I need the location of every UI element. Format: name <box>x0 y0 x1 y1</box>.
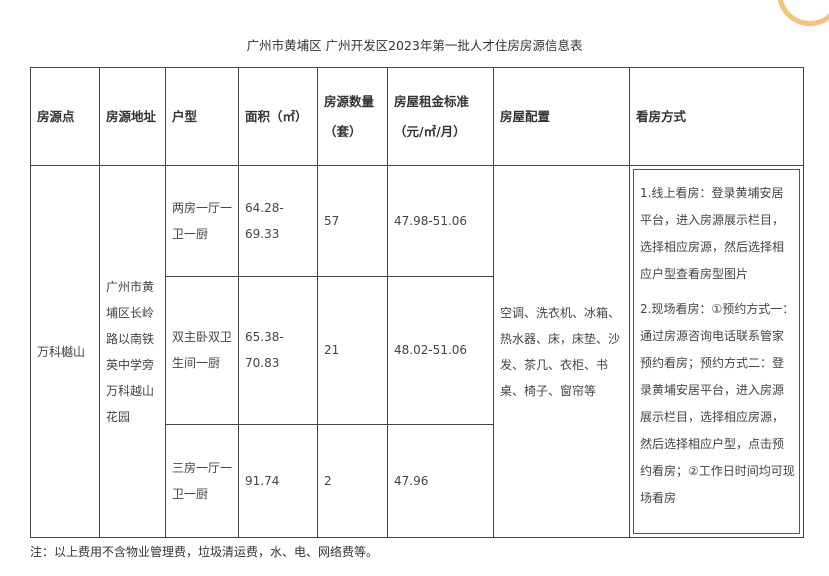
rent-cell: 47.98-51.06 <box>387 165 494 277</box>
header-count: 房源数量（套） <box>317 67 388 166</box>
table-row: 三房一厅一卫一厨 91.74 2 47.96 <box>31 424 804 538</box>
viewing-onsite: 2.现场看房：①预约方式一：通过房源咨询电话联系管家预约看房；预约方式二：登录黄… <box>640 302 795 505</box>
config-cell: 空调、洗衣机、冰箱、热水器、床，床垫、沙发、茶几、衣柜、书桌、椅子、窗帘等 <box>493 165 630 538</box>
table-row: 万科樾山 广州市黄埔区长岭路以南铁英中学旁万科越山花园 两房一厅一卫一厨 64.… <box>30 165 804 538</box>
table-row: 双主卧双卫生间一厨 65.38-70.83 21 48.02-51.06 <box>31 275 804 426</box>
type-cell: 双主卧双卫生间一厨 <box>165 275 239 426</box>
footnote: 注：以上费用不含物业管理费，垃圾清运费，水、电、网络费等。 <box>30 545 379 559</box>
header-row: 房源点 房源地址 户型 面积（㎡） 房源数量（套） 房屋租金标准（元/㎡/月） … <box>30 67 804 166</box>
count-cell: 57 <box>317 165 388 277</box>
header-viewing: 看房方式 <box>629 67 804 166</box>
header-config: 房屋配置 <box>493 67 630 166</box>
address-cell: 广州市黄埔区长岭路以南铁英中学旁万科越山花园 <box>99 165 166 538</box>
count-cell: 2 <box>317 424 388 538</box>
area-cell: 64.28-69.33 <box>238 165 318 277</box>
header-address: 房源地址 <box>99 67 166 166</box>
area-cell: 91.74 <box>238 424 318 538</box>
decorative-circle <box>777 0 829 26</box>
housing-table: 房源点 房源地址 户型 面积（㎡） 房源数量（套） 房屋租金标准（元/㎡/月） … <box>30 67 804 538</box>
type-cell: 三房一厅一卫一厨 <box>165 424 239 538</box>
rent-cell: 48.02-51.06 <box>387 275 494 426</box>
rent-cell: 47.96 <box>387 424 494 538</box>
page-title: 广州市黄埔区 广州开发区2023年第一批人才住房房源信息表 <box>246 38 583 53</box>
viewing-box: 1.线上看房：登录黄埔安居平台，进入房源展示栏目，选择相应房源，然后选择相应户型… <box>633 169 800 534</box>
header-rent: 房屋租金标准（元/㎡/月） <box>387 67 494 166</box>
header-area: 面积（㎡） <box>238 67 318 166</box>
header-type: 户型 <box>165 67 239 166</box>
viewing-online: 1.线上看房：登录黄埔安居平台，进入房源展示栏目，选择相应房源，然后选择相应户型… <box>640 186 785 281</box>
header-source: 房源点 <box>30 67 100 166</box>
type-cell: 两房一厅一卫一厨 <box>165 165 239 277</box>
count-cell: 21 <box>317 275 388 426</box>
area-cell: 65.38-70.83 <box>238 275 318 426</box>
viewing-cell: 1.线上看房：登录黄埔安居平台，进入房源展示栏目，选择相应房源，然后选择相应户型… <box>629 165 804 538</box>
source-cell: 万科樾山 <box>30 165 100 538</box>
